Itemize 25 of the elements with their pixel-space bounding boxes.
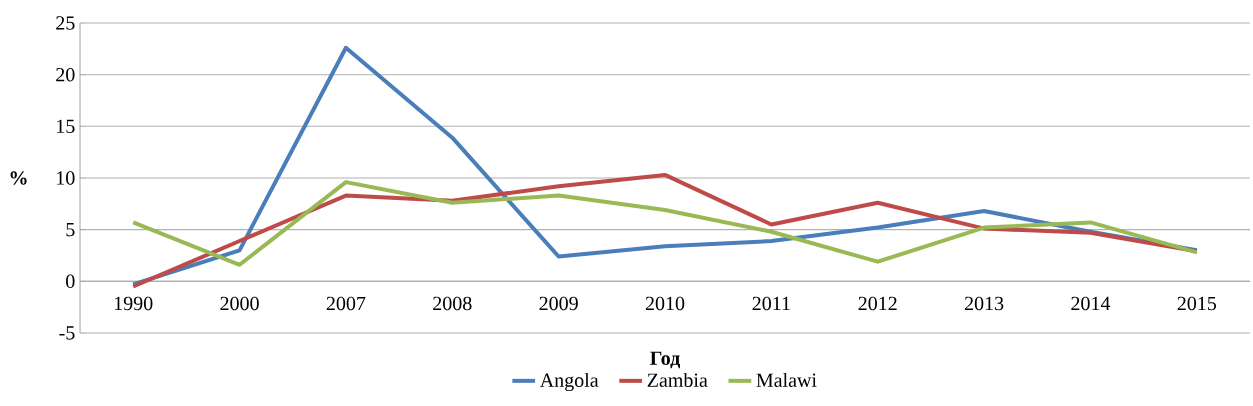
x-tick-label: 2010 — [645, 296, 685, 311]
y-tick-label: 10 — [57, 171, 75, 185]
y-tick-label: 0 — [66, 274, 75, 289]
y-axis-title: % — [10, 171, 27, 185]
x-tick-label: 2014 — [1071, 296, 1111, 311]
y-tick-label: -5 — [59, 326, 75, 340]
x-tick-label: 2011 — [752, 296, 790, 311]
x-tick-label: 2007 — [326, 296, 366, 311]
y-tick-label: 5 — [66, 223, 75, 237]
line-series — [131, 180, 1199, 267]
line-series — [131, 172, 1199, 289]
x-axis-title: Год — [650, 351, 681, 369]
legend-label: Zambia — [647, 372, 708, 387]
x-tick-label: 2015 — [1177, 296, 1217, 311]
x-tick-label: 2008 — [433, 296, 472, 311]
legend-label: Malawi — [756, 372, 817, 387]
y-tick-label: 20 — [56, 67, 75, 82]
x-tick-label: 2009 — [539, 296, 578, 311]
x-tick-label: 2012 — [858, 296, 897, 311]
x-tick-label: 2000 — [220, 296, 259, 311]
x-tick-label: 1990 — [114, 296, 153, 311]
y-tick-label: 15 — [57, 119, 75, 134]
y-tick-label: 25 — [56, 16, 75, 30]
x-tick-label: 2013 — [964, 296, 1004, 311]
legend-label: Angola — [539, 372, 599, 392]
